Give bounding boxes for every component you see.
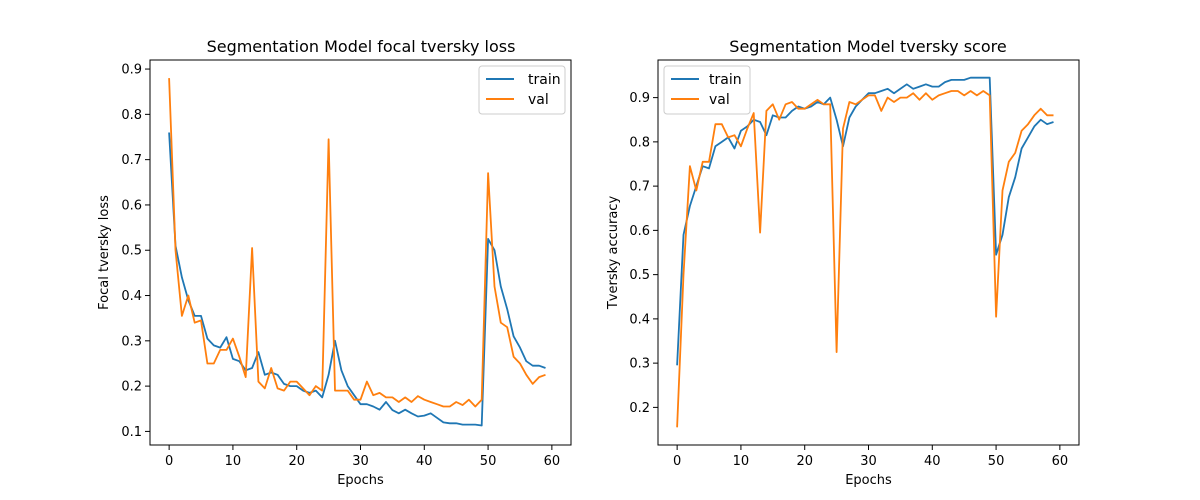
x-tick-label: 0 — [165, 454, 173, 469]
series-line-val — [168, 78, 546, 408]
chart-tversky-score: Segmentation Model tversky score 0 10 20 30… — [606, 37, 1080, 488]
y-tick-label: 0.2 — [121, 380, 142, 395]
x-tick-label: 30 — [352, 454, 369, 469]
legend-label-train: train — [528, 72, 561, 88]
ticks-group: 0 10 20 30 40 50 60 0.1 0.2 0.3 0.4 0.5 0.6 0.7 0.8 0.9 — [121, 63, 560, 469]
y-tick-label: 0.2 — [629, 401, 650, 416]
legend-label-val: val — [528, 92, 549, 108]
legend: train val — [478, 65, 566, 115]
x-tick-label: 50 — [988, 454, 1005, 469]
chart-focal-tversky-loss: Segmentation Model focal tversky loss 0 1… — [97, 37, 572, 488]
x-tick-label: 60 — [1052, 454, 1069, 469]
series-line-val — [676, 90, 1054, 428]
x-tick-label: 10 — [225, 454, 242, 469]
y-tick-label: 0.7 — [629, 180, 650, 195]
x-axis-label: Epochs — [337, 473, 384, 488]
x-tick-label: 0 — [673, 454, 681, 469]
legend: train val — [663, 65, 751, 115]
chart-title: Segmentation Model tversky score — [729, 37, 1006, 56]
y-axis-label: Focal tversky loss — [97, 195, 112, 310]
x-tick-label: 20 — [288, 454, 305, 469]
legend-label-train: train — [709, 72, 742, 88]
ticks-group: 0 10 20 30 40 50 60 0.2 0.3 0.4 0.5 0.6 0.7 0.8 0.9 — [629, 91, 1068, 469]
y-tick-label: 0.4 — [121, 289, 142, 304]
y-tick-label: 0.3 — [629, 357, 650, 372]
x-tick-label: 50 — [480, 454, 497, 469]
x-tick-label: 40 — [416, 454, 433, 469]
axes-frame — [149, 59, 572, 446]
y-tick-label: 0.1 — [121, 425, 142, 440]
series-group — [168, 78, 546, 427]
y-tick-label: 0.6 — [629, 224, 650, 239]
x-tick-label: 40 — [924, 454, 941, 469]
y-tick-label: 0.6 — [121, 198, 142, 213]
y-tick-label: 0.5 — [629, 268, 650, 283]
y-tick-label: 0.8 — [629, 135, 650, 150]
x-tick-label: 10 — [733, 454, 750, 469]
y-tick-label: 0.4 — [629, 312, 650, 327]
series-group — [676, 76, 1054, 428]
y-tick-label: 0.9 — [629, 91, 650, 106]
plot-area: 0 10 20 30 40 50 60 0.2 0.3 0.4 0.5 0.6 0.7 0.8 0.9 — [629, 59, 1080, 469]
y-tick-label: 0.3 — [121, 334, 142, 349]
x-tick-label: 20 — [796, 454, 813, 469]
plot-area: 0 10 20 30 40 50 60 0.1 0.2 0.3 0.4 0.5 0.6 0.7 0.8 0.9 — [121, 59, 572, 469]
axes-frame — [657, 59, 1080, 446]
x-axis-label: Epochs — [845, 473, 892, 488]
y-tick-label: 0.7 — [121, 153, 142, 168]
y-tick-label: 0.5 — [121, 244, 142, 259]
legend-label-val: val — [709, 92, 730, 108]
x-tick-label: 30 — [860, 454, 877, 469]
y-axis-label: Tversky accuracy — [606, 196, 621, 311]
y-tick-label: 0.9 — [121, 63, 142, 78]
chart-title: Segmentation Model focal tversky loss — [207, 37, 516, 56]
x-tick-label: 60 — [544, 454, 561, 469]
y-tick-label: 0.8 — [121, 108, 142, 123]
